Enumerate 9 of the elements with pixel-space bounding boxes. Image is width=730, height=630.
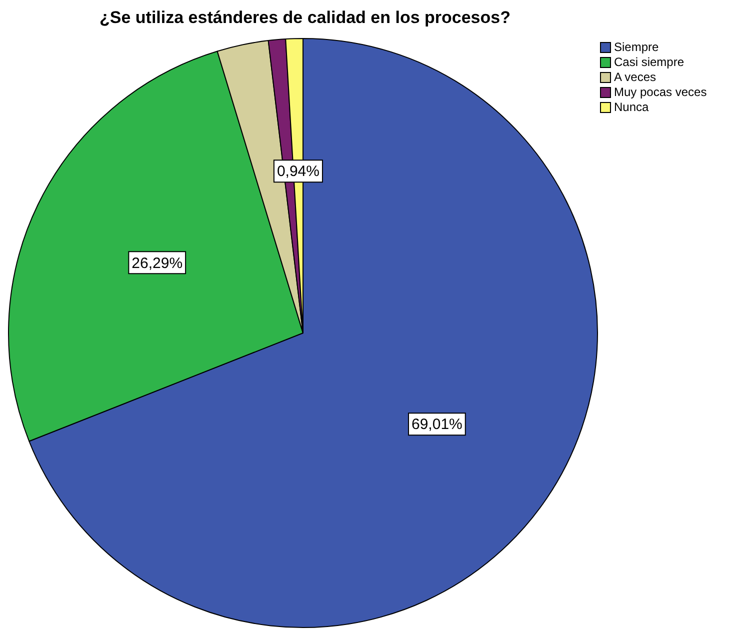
- legend-label: Muy pocas veces: [614, 85, 707, 100]
- legend-label: Siempre: [614, 40, 659, 55]
- legend-label: Nunca: [614, 100, 649, 115]
- legend-label: Casi siempre: [614, 55, 684, 70]
- chart-title: ¿Se utiliza estánderes de calidad en los procesos?: [98, 8, 512, 28]
- legend-label: A veces: [614, 70, 656, 85]
- data-label: 69,01%: [412, 416, 462, 434]
- data-label: 0,94%: [276, 163, 320, 180]
- data-label: 26,29%: [132, 254, 183, 272]
